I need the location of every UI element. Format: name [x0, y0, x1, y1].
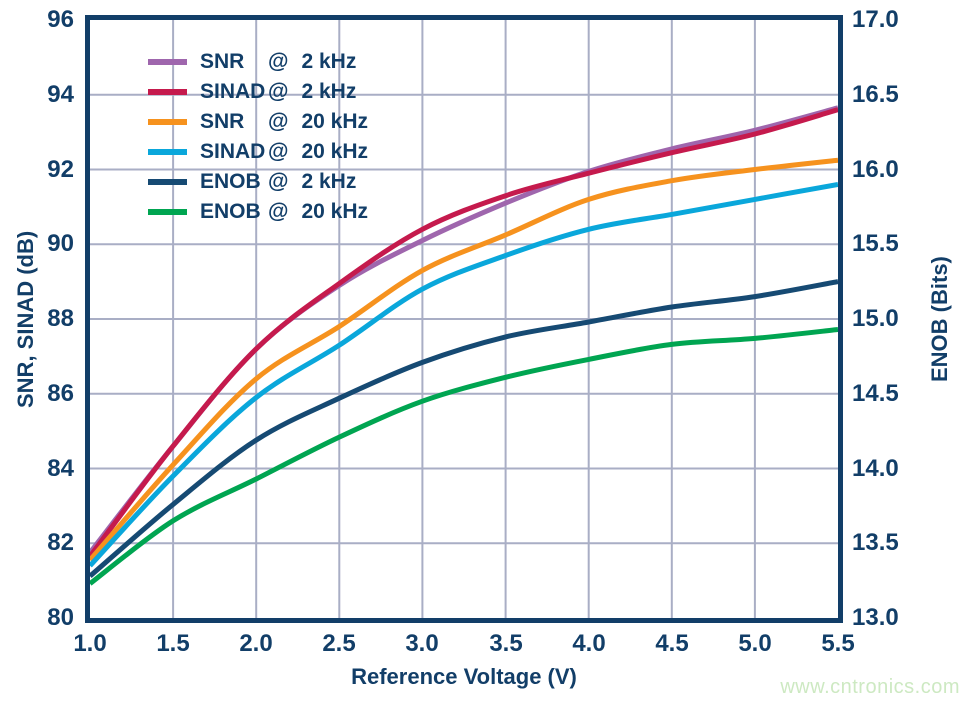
y-right-tick-label: 13.0 — [852, 604, 899, 631]
series-line-snr-20-khz — [90, 157, 838, 562]
legend-series-frequency: 20 kHz — [301, 200, 369, 223]
legend-swatch-icon — [148, 119, 187, 125]
x-tick-label: 2.0 — [239, 630, 273, 657]
x-tick-label: 4.0 — [572, 630, 606, 657]
legend-item-enob-20-khz: ENOB @20 kHz — [148, 197, 368, 227]
legend-series-frequency: 20 kHz — [301, 140, 369, 163]
legend-item-sinad-20-khz: SINAD @20 kHz — [148, 137, 368, 167]
y-left-tick-label: 90 — [47, 230, 74, 257]
legend-series-name: SINAD — [200, 80, 266, 103]
x-tick-label: 5.5 — [821, 630, 855, 657]
x-tick-label: 3.5 — [489, 630, 523, 657]
legend-at-symbol: @ — [268, 110, 289, 133]
legend-at-symbol: @ — [268, 200, 289, 223]
y-left-tick-label: 96 — [47, 6, 74, 33]
y-left-tick-label: 80 — [47, 604, 74, 631]
y-right-tick-label: 14.5 — [852, 380, 899, 407]
legend-item-sinad-2-khz: SINAD @2 kHz — [148, 77, 368, 107]
legend-series-name: SNR — [200, 110, 245, 133]
legend-item-snr-20-khz: SNR @20 kHz — [148, 107, 368, 137]
legend-series-name: SNR — [200, 50, 245, 73]
y-right-tick-label: 15.5 — [852, 230, 899, 257]
y-left-tick-label: 88 — [47, 305, 74, 332]
watermark-text: www.cntronics.com — [780, 676, 960, 698]
y-right-tick-label: 14.0 — [852, 455, 899, 482]
x-tick-label: 1.5 — [156, 630, 190, 657]
x-tick-label: 4.5 — [655, 630, 689, 657]
legend-label: SNR @2 kHz — [200, 50, 356, 74]
series-line-sinad-2-khz — [90, 107, 838, 558]
legend-label: SNR @20 kHz — [200, 110, 368, 134]
legend-at-symbol: @ — [268, 170, 289, 193]
x-tick-label: 1.0 — [73, 630, 107, 657]
x-tick-label: 2.5 — [322, 630, 356, 657]
legend-series-frequency: 20 kHz — [301, 110, 369, 133]
legend-item-enob-2-khz: ENOB @2 kHz — [148, 167, 368, 197]
legend-at-symbol: @ — [268, 50, 289, 73]
x-axis-title: Reference Voltage (V) — [351, 664, 577, 689]
y-right-tick-label: 16.5 — [852, 81, 899, 108]
y-axis-right-title: ENOB (Bits) — [927, 256, 952, 382]
legend-item-snr-2-khz: SNR @2 kHz — [148, 47, 368, 77]
y-left-tick-label: 82 — [47, 529, 74, 556]
legend-label: ENOB @20 kHz — [200, 200, 368, 224]
series-line-enob-2-khz — [90, 279, 838, 578]
legend-series-frequency: 2 kHz — [301, 80, 357, 103]
legend-series-frequency: 2 kHz — [301, 50, 357, 73]
y-left-tick-label: 86 — [47, 380, 74, 407]
y-left-tick-label: 84 — [47, 455, 74, 482]
legend-at-symbol: @ — [268, 80, 289, 103]
legend-at-symbol: @ — [268, 140, 289, 163]
legend-swatch-icon — [148, 209, 187, 215]
legend-series-name: SINAD — [200, 140, 266, 163]
y-left-tick-label: 92 — [47, 156, 74, 183]
legend-series-frequency: 2 kHz — [301, 170, 357, 193]
legend-swatch-icon — [148, 59, 187, 65]
y-right-tick-label: 16.0 — [852, 156, 899, 183]
series-line-sinad-20-khz — [90, 182, 838, 568]
legend-label: ENOB @2 kHz — [200, 170, 356, 194]
legend-swatch-icon — [148, 179, 187, 185]
y-right-tick-label: 13.5 — [852, 529, 899, 556]
legend-swatch-icon — [148, 89, 187, 95]
y-right-tick-label: 17.0 — [852, 6, 899, 33]
legend-series-name: ENOB — [200, 170, 261, 193]
legend-label: SINAD @20 kHz — [200, 140, 368, 164]
series-line-enob-20-khz — [90, 327, 838, 586]
legend-swatch-icon — [148, 149, 187, 155]
x-tick-label: 3.0 — [405, 630, 439, 657]
legend: SNR @2 kHz SINAD @2 kHz SNR @20 kHz SINAD @20 k… — [148, 47, 368, 227]
legend-label: SINAD @2 kHz — [200, 80, 356, 104]
legend-series-name: ENOB — [200, 200, 261, 223]
plot-svg — [90, 20, 838, 618]
x-tick-label: 5.0 — [738, 630, 772, 657]
y-right-tick-label: 15.0 — [852, 305, 899, 332]
y-left-tick-label: 94 — [47, 81, 74, 108]
y-axis-left-title: SNR, SINAD (dB) — [13, 230, 38, 408]
